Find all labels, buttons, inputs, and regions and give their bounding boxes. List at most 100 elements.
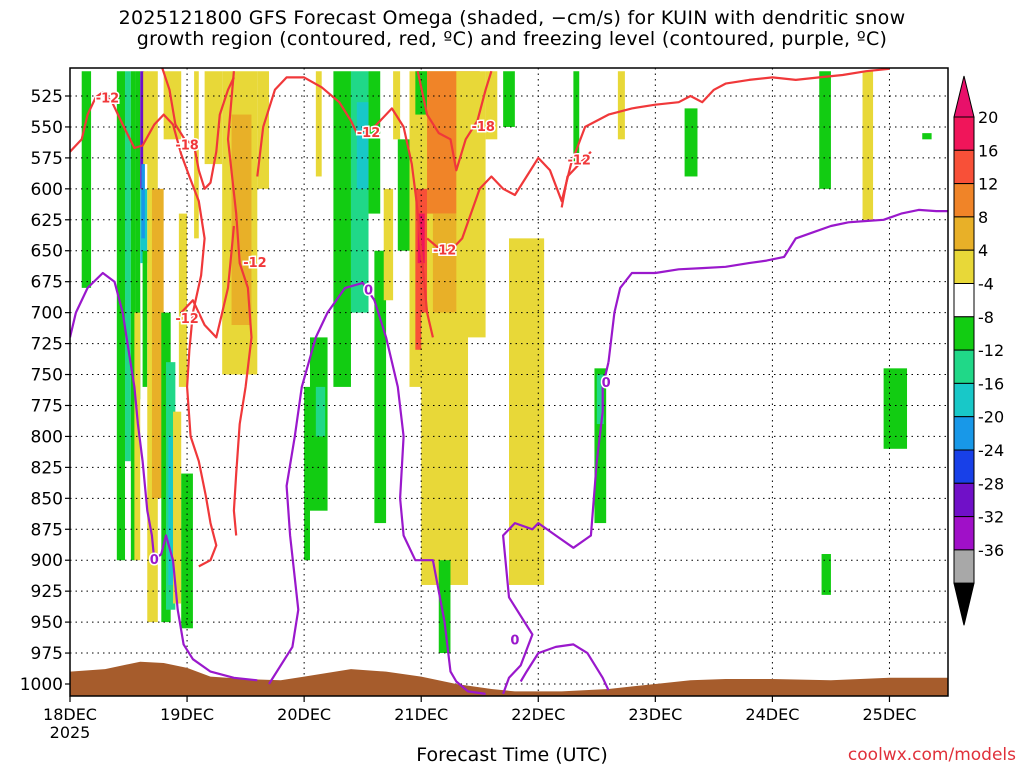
y-tick-label: 650 [31,242,63,262]
colorbar-label: 4 [978,241,988,260]
x-tick-label: 21DEC [394,705,448,724]
dgz-contour [426,68,890,252]
omega-cell [509,238,545,585]
dgz-contour [180,225,235,339]
colorbar-label: -12 [978,341,1004,360]
omega-cell [573,71,580,165]
omega-cell [135,71,141,400]
omega-cell [415,71,428,115]
omega-cell [393,71,401,140]
dgz-contour-label: -18 [175,139,199,154]
omega-cell [315,386,326,437]
plot-frame [69,67,949,697]
freezing-contour-label: 0 [364,283,373,298]
omega-cell [173,411,182,604]
omega-cell [617,71,625,140]
dgz-contour [161,68,235,190]
omega-cell [168,436,174,585]
omega-cell [333,71,351,387]
omega-cell [485,71,498,140]
omega-cell [99,71,107,239]
colorbar-segment [953,516,975,551]
dgz-contour [256,76,434,338]
dgz-contour [226,71,253,536]
colorbar-segment [953,349,975,384]
freezing-contour [519,643,610,691]
omega-cell [821,554,831,595]
omega-cell [142,250,148,387]
y-tick-label: 700 [31,304,63,324]
omega-cell [178,213,188,387]
dgz-contour-label: -12 [567,153,591,168]
y-tick-label: 875 [31,520,63,540]
omega-cell [421,312,469,585]
colorbar-top-arrow [953,75,975,118]
x-tick-label: 19DEC [160,705,214,724]
y-tick-label: 975 [31,644,63,664]
omega-cell [594,368,607,524]
y-tick-label: 600 [31,180,63,200]
dgz-contour [70,91,218,568]
colorbar-label: 8 [978,208,988,227]
omega-cell [140,71,145,189]
y-tick-label: 850 [31,489,63,509]
colorbar-segment [953,449,975,484]
chart-title-line-1: 2025121800 GFS Forecast Omega (shaded, −… [118,7,906,29]
colorbar-label: -32 [978,508,1004,527]
y-tick-label: 750 [31,366,63,386]
y-tick-label: 950 [31,613,63,633]
colorbar-bottom-arrow [953,582,975,626]
y-tick-label: 800 [31,427,63,447]
freezing-contour-label: 0 [150,553,159,568]
y-tick-label: 625 [31,211,63,231]
colorbar-segment [953,116,975,151]
omega-cell [356,102,369,189]
colorbar-segment [953,482,975,518]
omega-cell [684,108,698,177]
omega-cell [81,71,92,288]
freezing-contour-label: 0 [510,634,519,649]
omega-cell [503,71,515,127]
omega-cell [438,560,451,654]
y-tick-label: 675 [31,273,63,293]
freezing-contour [268,281,486,695]
y-tick-label: 725 [31,335,63,355]
y-tick-label: 775 [31,396,63,416]
omega-cell [383,188,394,301]
omega-cell [125,71,131,462]
colorbar-label: 12 [978,175,998,194]
dgz-contour [416,70,493,172]
colorbar-label: -24 [978,441,1004,460]
omega-cell [819,71,831,189]
dgz-contour-label: -12 [96,91,120,106]
freezing-contour [70,271,258,682]
colorbar-label: 20 [978,108,998,127]
terrain-shading [70,661,948,696]
omega-cell [368,71,381,214]
colorbar-segment [953,216,975,251]
colorbar-segment [953,382,975,418]
omega-cell [417,213,425,264]
x-year-label: 2025 [50,723,91,742]
footer-credit: coolwx.com/models [847,745,1016,765]
x-axis-ticks: 18DEC 19DEC 20DEC 21DEC 22DEC 23DEC 24DEC 25DEC… [43,696,916,742]
colorbar-segment [953,549,975,584]
omega-cell [141,164,145,239]
colorbar-label: -8 [978,308,994,327]
colorbar-segment [953,416,975,451]
x-tick-label: 20DEC [277,705,331,724]
colorbar-label: -16 [978,374,1004,393]
colorbar-segment [953,149,975,185]
omega-cell [415,188,428,350]
omega-shading [81,71,932,654]
omega-cell [315,71,322,177]
colorbar-segment [953,316,975,351]
dgz-contour-label: -12 [433,244,457,259]
colorbar-segment [953,283,975,318]
x-tick-label: 22DEC [511,705,565,724]
y-tick-label: 550 [31,118,63,138]
omega-cell [922,133,932,140]
chart-title: 2025121800 GFS Forecast Omega (shaded, −… [0,8,1024,50]
